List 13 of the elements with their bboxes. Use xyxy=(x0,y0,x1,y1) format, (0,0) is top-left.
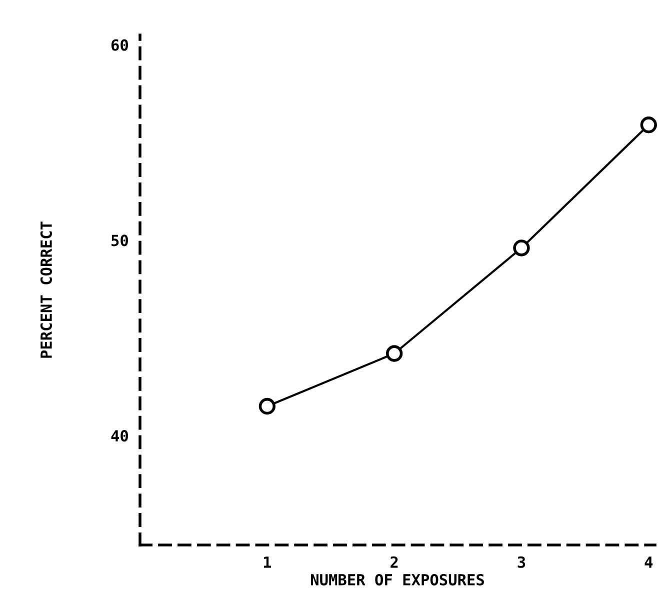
y-axis-title: PERCENT CORRECT xyxy=(40,222,52,358)
x-tick-label: 3 xyxy=(518,556,526,568)
point xyxy=(386,345,403,362)
point xyxy=(513,240,530,256)
y-tick-label: 50 xyxy=(112,234,128,246)
y-tick-label: 40 xyxy=(111,430,128,442)
point xyxy=(640,116,657,134)
x-tick-label: 1 xyxy=(264,556,272,568)
x-tick-label: 4 xyxy=(644,556,653,568)
x-tick-label: 2 xyxy=(390,556,398,568)
y-tick-label: 60 xyxy=(111,39,128,51)
point xyxy=(258,398,276,415)
x-axis-title: NUMBER OF EXPOSURES xyxy=(311,574,484,586)
